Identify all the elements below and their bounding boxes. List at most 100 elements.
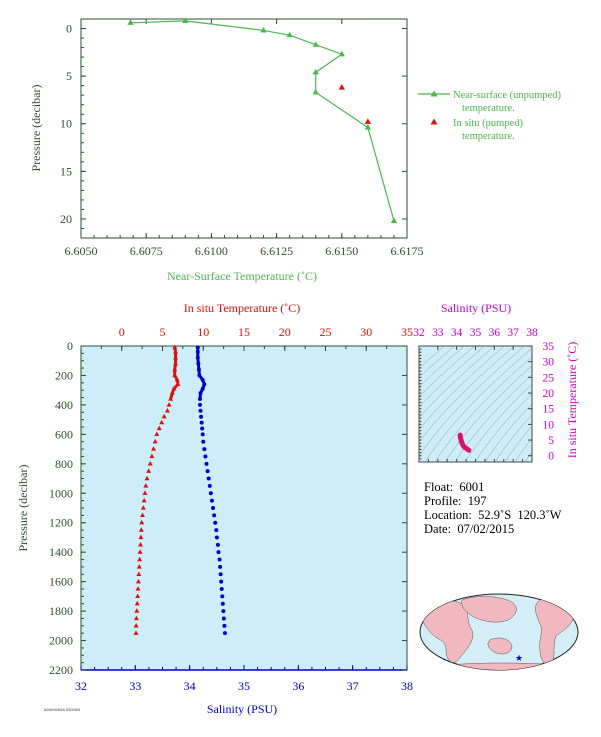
salinity-point [209, 498, 214, 503]
salinity-point [203, 454, 208, 459]
ts-density-contour [419, 346, 485, 408]
ts-temperature-tick-label: 35 [543, 341, 555, 353]
date-text: Date: 07/02/2015 [424, 522, 515, 536]
ts-density-contour [464, 383, 532, 462]
ts-density-contour [524, 451, 532, 462]
near-surface-y-tick-label: 10 [60, 117, 72, 131]
near-surface-legend: Near-surface (unpumped) temperature. In … [418, 90, 561, 142]
legend-label-near-surface-1: Near-surface (unpumped) [453, 90, 561, 101]
float-info-panel: Float: 6001 Profile: 197 Location: 52.9˚… [424, 480, 561, 536]
map-asia [461, 596, 517, 623]
ts-density-contour [514, 437, 532, 462]
ts-temperature-tick-label: 20 [543, 388, 555, 400]
salinity-point [214, 535, 219, 540]
pressure-tick-label: 2200 [49, 663, 73, 677]
pressure-tick-label: 400 [55, 398, 73, 412]
temperature-upper-line [169, 347, 180, 400]
profile-plot-background [80, 345, 408, 671]
ts-salinity-tick-label: 36 [489, 327, 501, 339]
salinity-point [208, 491, 213, 496]
temperature-point [164, 408, 170, 413]
temperature-tick-label: 5 [160, 325, 166, 339]
ts-top-axis-label: Salinity (PSU) [441, 301, 511, 315]
ts-point [460, 440, 464, 445]
float-id-text: Float: 6001 [424, 480, 485, 494]
ts-salinity-tick-label: 34 [451, 327, 463, 339]
legend-label-in-situ-2: temperature. [462, 131, 515, 142]
salinity-tick-label: 34 [184, 679, 196, 693]
salinity-point [221, 616, 226, 621]
near-surface-x-tick-label: 6.6175 [391, 244, 424, 258]
ts-density-contour [494, 414, 532, 462]
temperature-point [137, 542, 144, 547]
salinity-point [199, 420, 204, 425]
ts-salinity-tick-label: 35 [470, 327, 482, 339]
salinity-point [218, 564, 223, 569]
ts-diagram: Salinity (PSU) In situ Temperature (˚C) … [413, 301, 579, 463]
pressure-tick-label: 2000 [49, 634, 73, 648]
temperature-point [135, 593, 141, 599]
temperature-point [133, 623, 139, 628]
near-surface-x-tick-label: 6.6075 [130, 244, 163, 258]
temperature-tick-label: 20 [279, 325, 291, 339]
ts-density-contour [434, 356, 532, 462]
footer-note: A0000000A 00000/0 [44, 707, 81, 712]
temperature-point [136, 564, 142, 569]
near-surface-point [312, 88, 319, 95]
ts-density-contour [419, 346, 465, 388]
ts-right-axis-label: In situ Temperature (˚C) [565, 342, 579, 459]
pressure-tick-label: 1200 [49, 516, 73, 530]
temperature-point [161, 413, 167, 419]
float-location-marker: ★ [515, 653, 523, 663]
salinity-point [219, 579, 224, 584]
salinity-tick-label: 33 [129, 679, 141, 693]
near-surface-point [127, 19, 134, 25]
near-surface-plot-frame [80, 18, 408, 239]
pressure-tick-label: 800 [55, 457, 73, 471]
salinity-point [215, 542, 220, 547]
near-surface-y-tick-label: 5 [66, 69, 72, 83]
salinity-point [205, 469, 210, 474]
temperature-point [134, 600, 140, 606]
temperature-point [156, 425, 162, 431]
salinity-point [206, 476, 211, 481]
profile-y-axis-label: Pressure (decibar) [16, 465, 30, 552]
temperature-top-axis-label: In situ Temperature (˚C) [184, 301, 301, 315]
ts-temperature-tick-label: 30 [543, 357, 555, 369]
temperature-point [159, 419, 165, 425]
ts-point [458, 432, 462, 437]
temperature-point [142, 490, 148, 495]
near-surface-point [260, 26, 267, 33]
ts-density-contour [444, 365, 532, 462]
salinity-point [220, 594, 225, 599]
temperature-point [140, 512, 146, 518]
ts-point [467, 448, 471, 452]
ts-salinity-tick-label: 32 [413, 327, 425, 339]
near-surface-point [338, 50, 345, 57]
near-surface-y-axis-label: Pressure (decibar) [29, 85, 43, 172]
salinity-point [218, 572, 223, 577]
ts-plot-background [418, 345, 533, 463]
legend-marker-in-situ [430, 118, 438, 125]
temperature-tick-label: 25 [320, 325, 332, 339]
salinity-point [204, 461, 209, 466]
ts-density-contour [419, 346, 455, 378]
near-surface-x-tick-label: 6.6150 [325, 244, 358, 258]
salinity-tick-label: 36 [292, 679, 304, 693]
near-surface-y-tick-label: 15 [60, 164, 72, 178]
temperature-point [147, 461, 153, 466]
salinity-tick-label: 37 [347, 679, 359, 693]
salinity-point [222, 631, 227, 636]
legend-label-in-situ-1: In situ (pumped) [453, 118, 523, 129]
pressure-tick-label: 600 [55, 427, 73, 441]
ts-density-contour [454, 374, 532, 462]
ts-density-contour [419, 346, 525, 457]
salinity-point [207, 483, 212, 488]
salinity-point [199, 414, 204, 419]
salinity-point [200, 426, 205, 431]
salinity-upper-line [196, 347, 206, 400]
ts-salinity-tick-label: 33 [432, 327, 444, 339]
ts-temperature-tick-label: 25 [543, 372, 555, 384]
map-antarctica [429, 662, 571, 670]
temperature-point [138, 534, 144, 540]
